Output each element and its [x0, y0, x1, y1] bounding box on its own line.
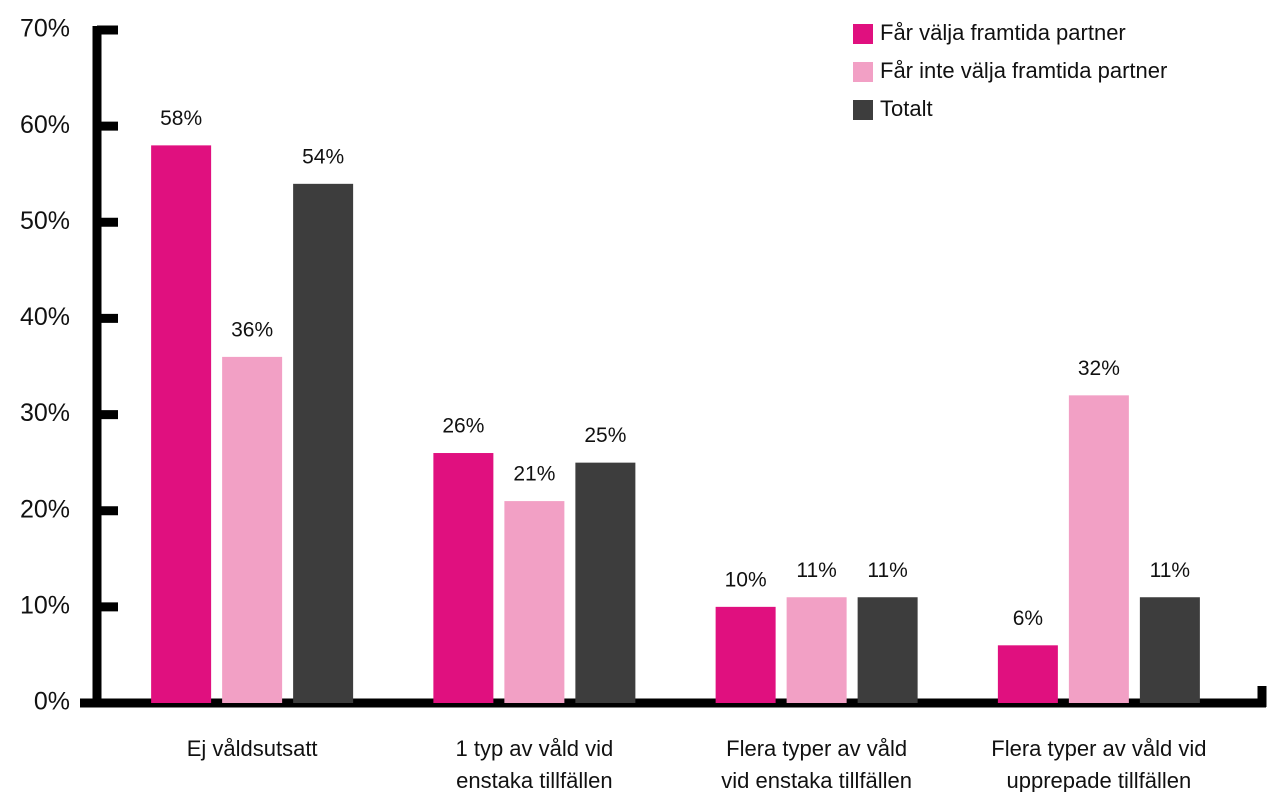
legend-swatch	[853, 100, 873, 120]
data-label: 54%	[302, 145, 344, 168]
x-tick-label: Flera typer av våld	[726, 736, 907, 761]
y-tick-label: 30%	[20, 399, 70, 427]
data-label: 11%	[796, 559, 836, 582]
data-label: 21%	[513, 463, 555, 486]
bar	[715, 606, 776, 703]
bar	[857, 597, 918, 703]
bar	[1139, 597, 1200, 703]
legend-label: Totalt	[880, 96, 933, 121]
data-label: 26%	[442, 415, 484, 438]
bar	[222, 356, 283, 703]
x-tick-label: 1 typ av våld vid	[456, 736, 614, 761]
data-label: 58%	[160, 107, 202, 130]
legend-label: Får inte välja framtida partner	[880, 58, 1167, 83]
data-label: 36%	[231, 318, 273, 341]
legend-label: Får välja framtida partner	[880, 20, 1126, 45]
bar	[151, 145, 212, 703]
bar	[786, 597, 847, 703]
x-tick-label: Ej våldsutsatt	[187, 736, 318, 761]
y-tick-label: 50%	[20, 207, 70, 235]
bar	[1068, 395, 1129, 703]
bar	[575, 462, 636, 703]
y-tick-label: 40%	[20, 303, 70, 331]
bar	[433, 453, 494, 703]
x-tick-label: vid enstaka tillfällen	[721, 768, 912, 792]
y-tick-label: 0%	[34, 688, 70, 716]
x-tick-label: Flera typer av våld vid	[991, 736, 1206, 761]
data-label: 25%	[584, 424, 626, 447]
data-label: 6%	[1013, 607, 1043, 630]
data-label: 32%	[1078, 357, 1120, 380]
y-tick-label: 10%	[20, 591, 70, 619]
bar	[293, 183, 354, 704]
x-tick-label: upprepade tillfällen	[1007, 768, 1192, 792]
legend-swatch	[853, 24, 873, 44]
bar	[504, 501, 565, 703]
y-tick-label: 60%	[20, 111, 70, 139]
data-label: 11%	[867, 559, 907, 582]
y-tick-label: 20%	[20, 495, 70, 523]
legend-swatch	[853, 62, 873, 82]
x-tick-label: enstaka tillfällen	[456, 768, 613, 792]
y-tick-label: 70%	[20, 15, 70, 43]
data-label: 10%	[725, 568, 767, 591]
bar	[997, 645, 1058, 703]
data-label: 11%	[1150, 559, 1190, 582]
